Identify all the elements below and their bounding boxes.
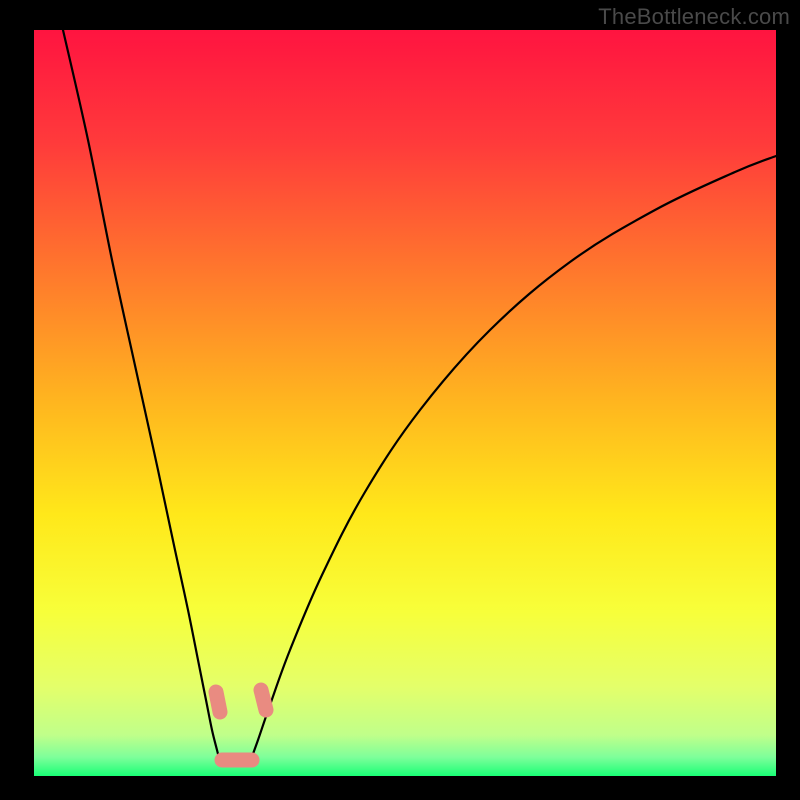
- stage: TheBottleneck.com: [0, 0, 800, 800]
- plot-background: [34, 30, 776, 776]
- marker-capsule: [216, 692, 220, 712]
- watermark-text: TheBottleneck.com: [598, 4, 790, 30]
- marker-capsule: [261, 690, 266, 710]
- plot-svg: [0, 0, 800, 800]
